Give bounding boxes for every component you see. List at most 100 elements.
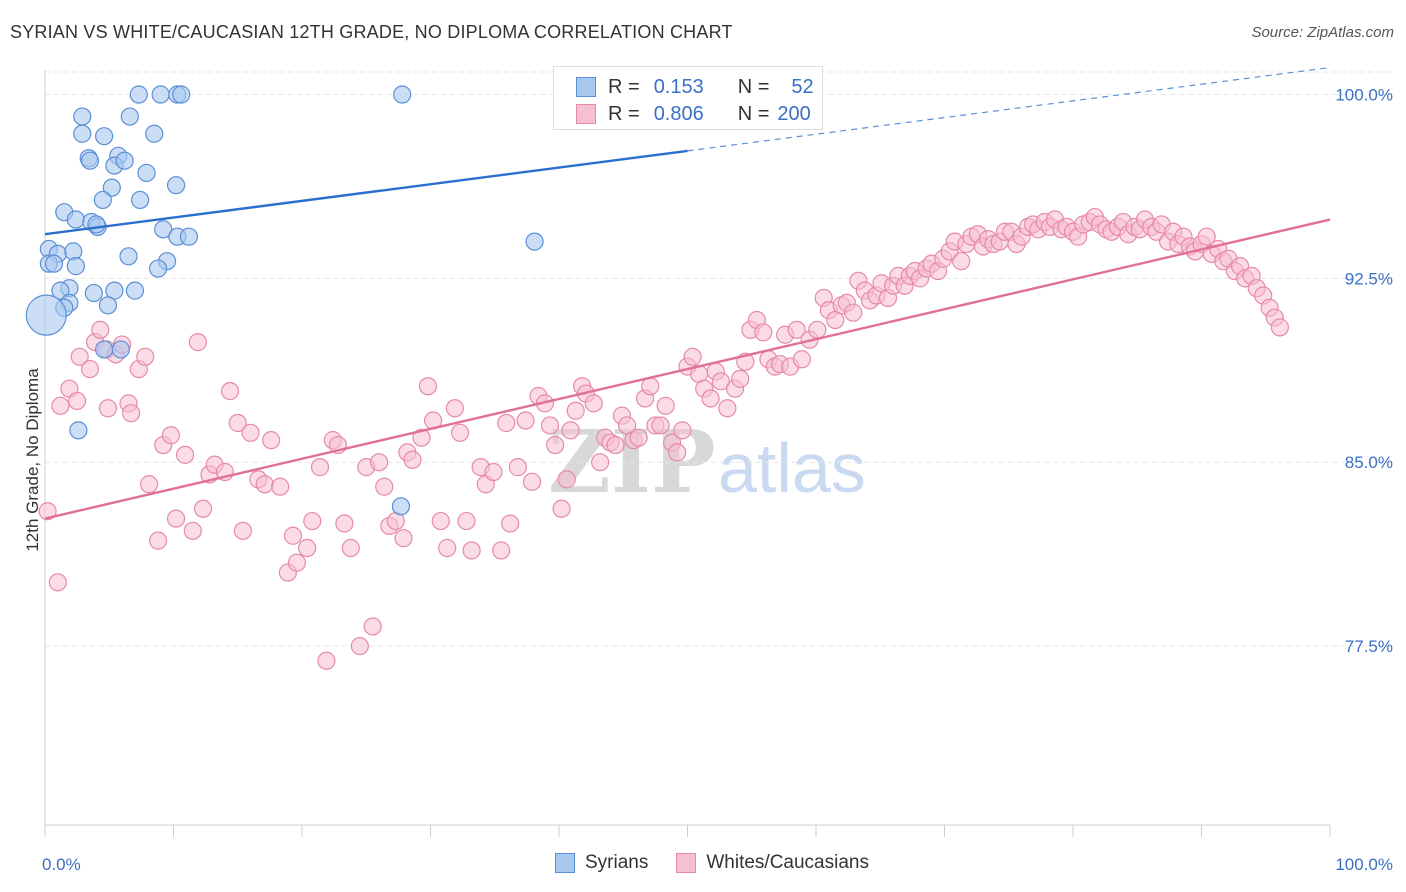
syrian-point [179, 227, 199, 246]
white-point [139, 475, 159, 494]
white-point [484, 462, 503, 482]
syrian-point [64, 242, 83, 261]
white-point [166, 509, 186, 528]
r-label: R = [608, 75, 640, 98]
white-point [701, 389, 720, 408]
syrians-trend-extension [687, 66, 1331, 152]
syrian-point [93, 190, 112, 210]
white-point [317, 651, 336, 670]
syrian-point [95, 340, 114, 359]
whites-r-value: 0.806 [653, 102, 704, 125]
white-point [561, 421, 580, 440]
r-label: R = [608, 102, 640, 125]
white-point [844, 303, 863, 322]
white-point [754, 323, 773, 342]
white-point [522, 472, 542, 491]
syrian-point [129, 85, 148, 104]
white-point [283, 526, 303, 545]
syrian-point [80, 151, 100, 170]
white-point [445, 399, 465, 418]
white-point [241, 423, 260, 442]
white-point [952, 252, 971, 271]
syrian-point [391, 497, 411, 516]
white-point [51, 396, 70, 415]
syrian-point [125, 281, 145, 300]
white-point [668, 443, 687, 462]
legend-row-whites: R = 0.806 N = 200 [576, 102, 811, 126]
x-tick-label-max: 100.0% [1335, 855, 1393, 874]
white-point [431, 511, 450, 531]
y-axis-label: 12th Grade, No Diploma [23, 368, 42, 552]
syrian-point [115, 151, 134, 170]
white-point [350, 636, 369, 656]
syrian-point [66, 210, 85, 229]
white-point [375, 477, 394, 496]
white-point [48, 573, 67, 592]
white-point [1197, 227, 1216, 246]
white-point [335, 514, 354, 533]
watermark-atlas: atlas [718, 429, 866, 507]
white-point [412, 428, 431, 447]
white-point [121, 404, 141, 423]
white-point [255, 475, 274, 494]
white-point [450, 423, 470, 442]
white-point [303, 511, 322, 531]
white-point [492, 541, 511, 560]
white-point [220, 382, 240, 401]
white-point [271, 477, 290, 496]
white-point [557, 470, 576, 489]
white-point [792, 350, 811, 369]
white-point [228, 413, 247, 433]
white-point [233, 521, 252, 540]
y-tick-label: 77.5% [1345, 637, 1393, 656]
syrian-point [111, 340, 130, 359]
syrian-point [98, 296, 118, 315]
chart-title: SYRIAN VS WHITE/CAUCASIAN 12TH GRADE, NO… [10, 22, 733, 42]
white-point [457, 511, 476, 531]
white-point [298, 538, 317, 558]
n-label: N = [737, 75, 770, 98]
white-point [516, 411, 535, 430]
legend-item-syrians: Syrians [555, 852, 648, 874]
white-point [287, 553, 306, 572]
x-tick-label-min: 0.0% [42, 855, 81, 874]
syrian-point [154, 220, 173, 239]
white-point [68, 391, 87, 411]
white-point [148, 531, 168, 550]
y-tick-label: 100.0% [1335, 86, 1393, 105]
syrian-point [25, 294, 67, 336]
white-point [552, 499, 571, 518]
white-point [394, 529, 413, 548]
white-point [1270, 318, 1289, 337]
syrians-legend-swatch [555, 853, 575, 873]
white-point [193, 499, 213, 518]
white-point [656, 396, 675, 415]
white-point [629, 428, 648, 447]
syrians-swatch [576, 77, 596, 97]
syrians-r-value: 0.153 [653, 75, 704, 98]
white-point [787, 320, 806, 339]
syrian-point [120, 107, 139, 126]
white-point [683, 347, 702, 366]
whites-legend-swatch [676, 853, 697, 873]
y-tick-label: 92.5% [1345, 269, 1393, 288]
syrian-point [172, 85, 191, 104]
white-point [403, 450, 422, 469]
syrian-point [119, 247, 138, 266]
white-point [584, 394, 603, 413]
white-point [370, 453, 389, 472]
white-point [310, 458, 330, 477]
legend-row-syrians: R = 0.153 N = 52 [576, 75, 814, 99]
syrian-point [102, 178, 121, 197]
white-point [262, 431, 281, 450]
white-point [591, 453, 610, 472]
white-point [80, 359, 100, 379]
correlation-legend: R = 0.153 N = 52 R = 0.806 N = 200 [553, 66, 823, 130]
syrians-n-value: 52 [791, 75, 814, 98]
syrian-point [87, 215, 106, 234]
white-point [462, 541, 481, 560]
syrian-point [393, 85, 412, 104]
white-point [91, 320, 110, 339]
syrian-point [130, 190, 150, 210]
